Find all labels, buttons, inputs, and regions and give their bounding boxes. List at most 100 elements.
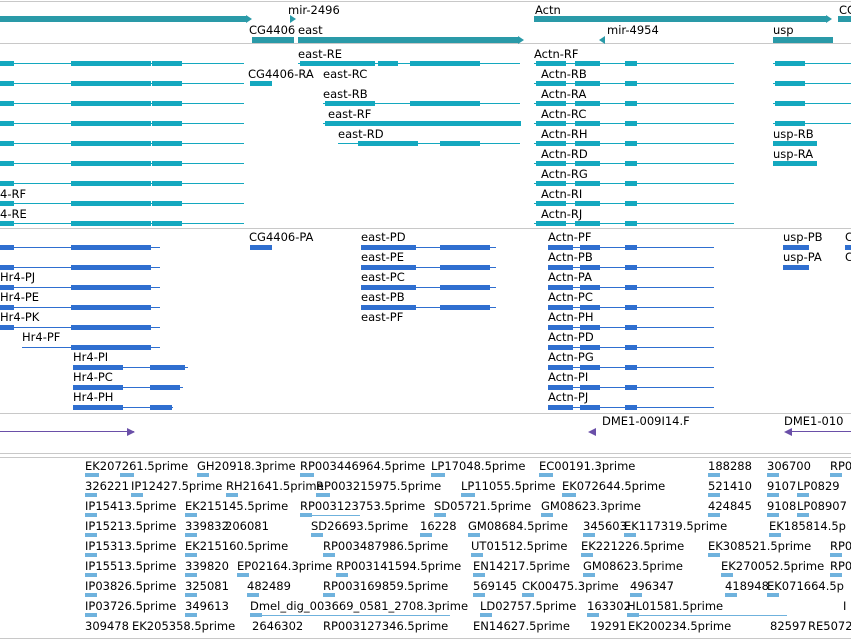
exon[interactable] <box>575 81 600 86</box>
est-label[interactable]: RP003123753.5prime <box>300 499 426 513</box>
est-label[interactable]: EN14217.5prime <box>473 559 570 573</box>
est-feature[interactable] <box>797 493 809 497</box>
est-feature[interactable] <box>120 473 134 477</box>
exon[interactable] <box>325 101 375 106</box>
exon[interactable] <box>773 161 817 166</box>
est-label[interactable]: IP15413.5prime <box>85 499 177 513</box>
est-feature[interactable] <box>85 573 97 577</box>
exon[interactable] <box>0 141 14 146</box>
est-feature[interactable] <box>237 573 249 577</box>
est-feature[interactable] <box>85 613 97 617</box>
transcript-label[interactable]: Actn-RF <box>534 47 579 61</box>
est-label[interactable]: GM08684.5prime <box>468 519 568 533</box>
est-feature[interactable] <box>250 613 262 617</box>
gene-label[interactable]: mir-4954 <box>607 23 659 37</box>
protein-label[interactable]: C <box>845 250 851 264</box>
est-feature[interactable] <box>185 613 197 617</box>
exon[interactable] <box>152 141 182 146</box>
est-label[interactable]: EP02164.3prime <box>237 559 333 573</box>
exon[interactable] <box>575 201 600 206</box>
exon[interactable] <box>580 345 600 350</box>
exon[interactable] <box>625 101 637 106</box>
exon[interactable] <box>536 181 566 186</box>
est-feature[interactable] <box>197 473 209 477</box>
est-label[interactable]: RP003446964.5prime <box>300 459 426 473</box>
protein-label[interactable]: Hr4-PI <box>73 350 109 364</box>
exon[interactable] <box>71 245 151 250</box>
exon[interactable] <box>152 61 182 66</box>
transcript-label[interactable]: 4-RF <box>0 187 27 201</box>
exon[interactable] <box>71 161 151 166</box>
exon[interactable] <box>536 201 566 206</box>
est-label[interactable]: GM08623.3prime <box>541 499 641 513</box>
transcript-label[interactable]: Actn-RD <box>541 147 588 161</box>
exon[interactable] <box>150 405 172 410</box>
est-feature[interactable] <box>830 553 842 557</box>
transcript-label[interactable]: 4-RE <box>0 207 27 221</box>
est-feature[interactable] <box>323 553 335 557</box>
est-feature[interactable] <box>226 493 238 497</box>
est-label[interactable]: EK221226.5prime <box>581 539 685 553</box>
est-feature[interactable] <box>708 493 720 497</box>
protein-label[interactable]: Hr4-PK <box>0 310 40 324</box>
est-label[interactable]: 306700 <box>767 459 811 473</box>
gene-feature[interactable] <box>298 37 518 43</box>
est-label[interactable]: EK185814.5p <box>769 519 846 533</box>
est-label[interactable]: SD26693.5prime <box>311 519 409 533</box>
est-label[interactable]: LP08907 <box>797 499 847 513</box>
transcript-label[interactable]: Actn-RB <box>541 67 587 81</box>
exon[interactable] <box>575 181 600 186</box>
transcript-label[interactable]: Actn-RG <box>541 167 588 181</box>
protein-label[interactable]: Actn-PH <box>548 310 594 324</box>
exon[interactable] <box>536 121 566 126</box>
exon[interactable] <box>361 265 416 270</box>
est-feature[interactable] <box>323 593 335 597</box>
protein-label[interactable]: Hr4-PC <box>73 370 113 384</box>
est-feature[interactable] <box>316 493 330 497</box>
protein-label[interactable]: C <box>845 230 851 244</box>
est-feature[interactable] <box>185 513 197 517</box>
gene-label[interactable]: CG <box>839 3 851 17</box>
est-label[interactable]: RP0 <box>830 559 851 573</box>
exon[interactable] <box>625 405 637 410</box>
est-feature[interactable] <box>185 533 197 537</box>
exon[interactable] <box>71 345 151 350</box>
est-label[interactable]: LP17048.5prime <box>431 459 526 473</box>
est-feature[interactable] <box>725 593 737 597</box>
exon[interactable] <box>152 181 182 186</box>
exon[interactable] <box>548 265 573 270</box>
exon[interactable] <box>0 325 14 330</box>
est-label[interactable]: RP003127346.5prime <box>323 619 449 633</box>
exon[interactable] <box>625 141 637 146</box>
est-feature[interactable] <box>830 473 842 477</box>
est-label[interactable]: 496347 <box>630 579 674 593</box>
exon[interactable] <box>580 405 600 410</box>
protein-label[interactable]: Actn-PG <box>548 350 594 364</box>
exon[interactable] <box>250 81 272 86</box>
exon[interactable] <box>783 245 809 250</box>
exon[interactable] <box>152 81 182 86</box>
transcript-label[interactable]: usp-RB <box>773 127 814 141</box>
est-feature[interactable] <box>767 473 779 477</box>
exon[interactable] <box>775 61 805 66</box>
protein-label[interactable]: Actn-PI <box>548 370 589 384</box>
exon[interactable] <box>378 61 398 66</box>
est-feature[interactable] <box>461 493 475 497</box>
exon[interactable] <box>625 181 637 186</box>
exon[interactable] <box>580 245 600 250</box>
est-feature[interactable] <box>420 533 432 537</box>
exon[interactable] <box>71 305 151 310</box>
est-label[interactable]: 188288 <box>708 459 752 473</box>
est-label[interactable]: GM08623.5prime <box>583 559 683 573</box>
est-feature[interactable] <box>587 613 599 617</box>
exon[interactable] <box>625 81 637 86</box>
exon[interactable] <box>548 245 573 250</box>
gene-label[interactable]: east <box>298 23 323 37</box>
est-feature[interactable] <box>539 473 553 477</box>
est-label[interactable]: 339832 <box>185 519 229 533</box>
exon[interactable] <box>150 385 180 390</box>
exon[interactable] <box>625 345 637 350</box>
est-label[interactable]: 521410 <box>708 479 752 493</box>
est-label[interactable]: 345603 <box>583 519 627 533</box>
est-label[interactable]: SD05721.5prime <box>434 499 532 513</box>
